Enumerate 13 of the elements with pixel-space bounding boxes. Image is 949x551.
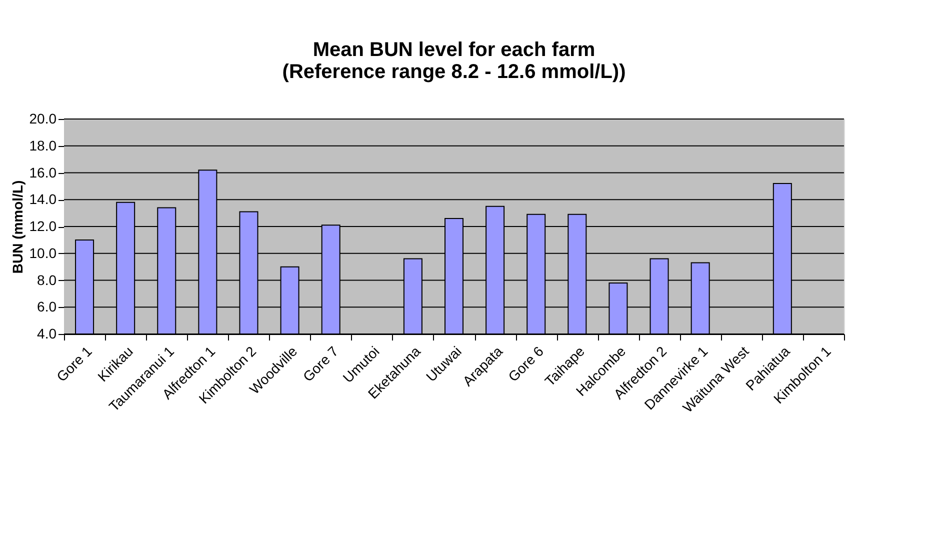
y-tick-label: 16.0 — [29, 164, 57, 180]
y-tick-label: 8.0 — [37, 272, 57, 288]
text: (Reference range 8.2 - 12.6 mmol/L)) — [282, 61, 626, 83]
y-tick-label: 12.0 — [29, 218, 57, 234]
y-tick-label: 10.0 — [29, 244, 57, 261]
y-tick-label: 4.0 — [37, 326, 57, 342]
x-tick-label: Gore 7 — [300, 342, 342, 385]
y-axis-title: BUN (mmol/L) — [9, 180, 26, 274]
y-tick-label: 14.0 — [29, 191, 57, 208]
y-tick-label: 6.0 — [37, 298, 57, 315]
y-tick-label: 20.0 — [29, 110, 57, 126]
text: Mean BUN level for each farm — [312, 39, 596, 61]
y-tick-label: 18.0 — [29, 137, 57, 154]
